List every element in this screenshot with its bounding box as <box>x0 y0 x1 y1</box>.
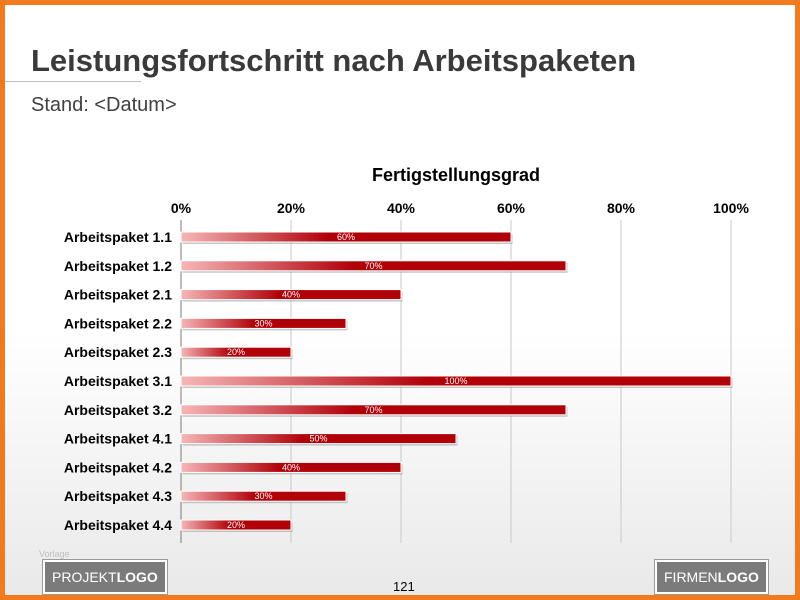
category-label: Arbeitspaket 2.1 <box>64 287 172 303</box>
page-title: Leistungsfortschritt nach Arbeitspaketen <box>31 43 637 78</box>
project-logo: PROJEKTLOGO <box>43 560 167 594</box>
bar <box>180 519 292 531</box>
category-label: Arbeitspaket 4.2 <box>64 459 172 475</box>
bar-data-label: 100% <box>444 376 467 386</box>
bar <box>180 317 347 329</box>
x-tick-label: 100% <box>713 200 749 216</box>
x-axis-ticks: 0% 20% 40% 60% 80% 100% <box>171 200 750 216</box>
bar <box>180 346 292 358</box>
bar <box>180 404 567 416</box>
bar-data-label: 70% <box>364 261 382 271</box>
x-tick-label: 40% <box>387 200 416 216</box>
bar <box>180 375 732 387</box>
bar-data-label: 30% <box>254 491 272 501</box>
bar-data-label: 60% <box>337 232 355 242</box>
category-label: Arbeitspaket 2.2 <box>64 315 172 331</box>
category-label: Arbeitspaket 1.2 <box>64 258 172 274</box>
page-number: 121 <box>393 579 415 594</box>
category-labels: Arbeitspaket 1.1 Arbeitspaket 1.2 Arbeitsp… <box>64 229 172 533</box>
template-note: Vorlage <box>39 549 70 559</box>
x-tick-label: 60% <box>497 200 526 216</box>
bar-data-label: 70% <box>364 405 382 415</box>
project-logo-light: PROJEKT <box>52 569 117 585</box>
category-label: Arbeitspaket 3.1 <box>64 373 172 389</box>
company-logo: FIRMENLOGO <box>655 560 768 594</box>
progress-chart: Fertigstellungsgrad 0% 20% 40% 60% 80% 100% A… <box>64 165 750 543</box>
bar <box>180 490 347 502</box>
x-tick-label: 80% <box>607 200 636 216</box>
title-divider <box>5 81 141 82</box>
bar-data-label: 50% <box>309 434 327 444</box>
bar-data-label: 40% <box>282 290 300 300</box>
bar-data-label: 40% <box>282 462 300 472</box>
bar <box>180 231 512 243</box>
project-logo-bold: LOGO <box>116 569 158 585</box>
chart-title: Fertigstellungsgrad <box>372 165 540 185</box>
category-label: Arbeitspaket 4.3 <box>64 488 172 504</box>
category-label: Arbeitspaket 4.1 <box>64 431 172 447</box>
bar <box>180 260 567 272</box>
category-label: Arbeitspaket 2.3 <box>64 344 172 360</box>
bar-data-label: 20% <box>227 520 245 530</box>
bar <box>180 289 402 301</box>
category-label: Arbeitspaket 3.2 <box>64 402 172 418</box>
category-label: Arbeitspaket 1.1 <box>64 229 172 245</box>
company-logo-light: FIRMEN <box>664 569 718 585</box>
bars: 60% 70% 40% 30% 20% 100% 70% 50% 40% 30% 20% <box>180 231 733 532</box>
x-tick-label: 0% <box>171 200 192 216</box>
page-subtitle: Stand: <Datum> <box>31 94 177 116</box>
bar-data-label: 20% <box>227 347 245 357</box>
x-tick-label: 20% <box>277 200 306 216</box>
category-label: Arbeitspaket 4.4 <box>64 517 172 533</box>
company-logo-bold: LOGO <box>717 569 759 585</box>
bar <box>180 433 457 445</box>
bar-data-label: 30% <box>254 318 272 328</box>
bar <box>180 461 402 473</box>
